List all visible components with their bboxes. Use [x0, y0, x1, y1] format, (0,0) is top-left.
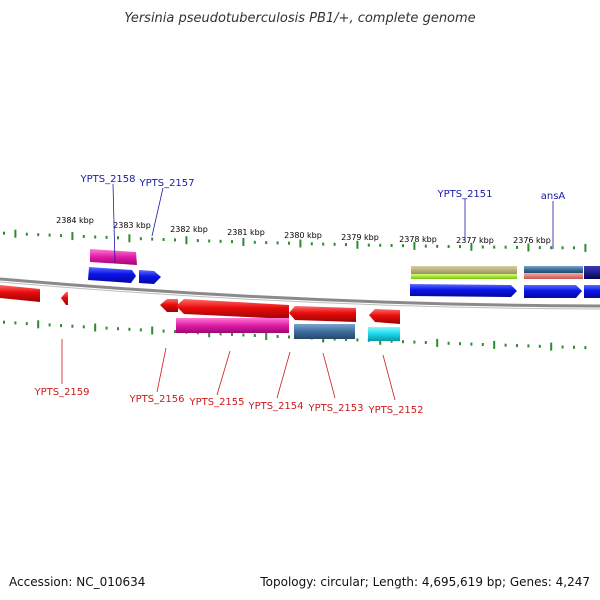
gene-label[interactable]: ansA — [541, 191, 566, 202]
leader-line — [151, 187, 164, 237]
gene-label[interactable]: YPTS_2153 — [307, 403, 363, 414]
gene-label[interactable]: YPTS_2151 — [436, 189, 492, 200]
gene-arrow-red[interactable] — [369, 309, 400, 324]
scale-labels: 2384 kbp 2383 kbp 2382 kbp 2381 kbp 2380… — [56, 216, 551, 245]
gene-arrow-blue[interactable] — [524, 285, 582, 298]
gene-arrow-blue[interactable] — [410, 284, 517, 297]
scale-label: 2379 kbp — [341, 233, 379, 242]
scale-label: 2381 kbp — [227, 228, 265, 237]
genome-summary-text: Topology: circular; Length: 4,695,619 bp… — [259, 575, 590, 589]
scale-label: 2383 kbp — [113, 221, 151, 230]
gene-block-blue[interactable] — [584, 285, 600, 298]
gene-label[interactable]: YPTS_2152 — [367, 405, 423, 416]
gene-arrow-blue[interactable] — [88, 267, 136, 283]
gene-block-cyan[interactable] — [368, 327, 400, 341]
gene-label[interactable]: YPTS_2154 — [247, 401, 303, 412]
gene-label[interactable]: YPTS_2156 — [128, 394, 184, 405]
scale-label: 2376 kbp — [513, 236, 551, 245]
leader-line — [276, 351, 291, 399]
gene-arrow-red[interactable] — [160, 299, 178, 312]
reverse-gene-labels: YPTS_2159 YPTS_2156 YPTS_2155 YPTS_2154 … — [33, 339, 424, 416]
genome-title: Yersinia pseudotuberculosis PB1/+, compl… — [124, 11, 475, 26]
gene-block-salmon[interactable] — [524, 273, 583, 279]
leader-line — [322, 352, 336, 399]
gene-arrow-red[interactable] — [61, 292, 68, 305]
gene-feature[interactable] — [88, 249, 137, 283]
forward-genes — [88, 249, 600, 298]
reverse-genes — [0, 285, 400, 341]
accession-text: Accession: NC_010634 — [9, 575, 145, 589]
upper-scale-track — [3, 229, 587, 252]
scale-label: 2378 kbp — [399, 235, 437, 244]
gene-label[interactable]: YPTS_2159 — [33, 387, 89, 398]
gene-block-lime[interactable] — [411, 274, 517, 279]
gene-arrow-red[interactable] — [289, 306, 356, 322]
scale-label: 2377 kbp — [456, 236, 494, 245]
gene-arrow-red[interactable] — [0, 285, 40, 302]
gene-block-steel[interactable] — [294, 324, 355, 339]
scale-label: 2380 kbp — [284, 231, 322, 240]
gene-arrow-red[interactable] — [176, 299, 289, 319]
leader-line — [156, 347, 167, 393]
gene-arrow-blue[interactable] — [139, 270, 161, 284]
genome-backbone — [0, 277, 600, 308]
scale-label: 2384 kbp — [56, 216, 94, 225]
gene-block-magenta[interactable] — [176, 318, 289, 333]
leader-line — [382, 354, 396, 401]
genome-backbone-shadow — [0, 281, 600, 310]
scale-label: 2382 kbp — [170, 225, 208, 234]
gene-block-navy[interactable] — [584, 266, 600, 279]
gene-label[interactable]: YPTS_2155 — [188, 397, 244, 408]
gene-block-steel[interactable] — [524, 266, 583, 273]
gene-block-olive[interactable] — [411, 266, 517, 274]
leader-line — [112, 183, 116, 264]
forward-gene-labels: YPTS_2158 YPTS_2157 YPTS_2151 ansA — [79, 174, 566, 264]
gene-label[interactable]: YPTS_2158 — [79, 174, 135, 185]
gene-label[interactable]: YPTS_2157 — [138, 178, 194, 189]
leader-line — [216, 350, 231, 396]
gene-arrow-magenta[interactable] — [90, 249, 137, 265]
